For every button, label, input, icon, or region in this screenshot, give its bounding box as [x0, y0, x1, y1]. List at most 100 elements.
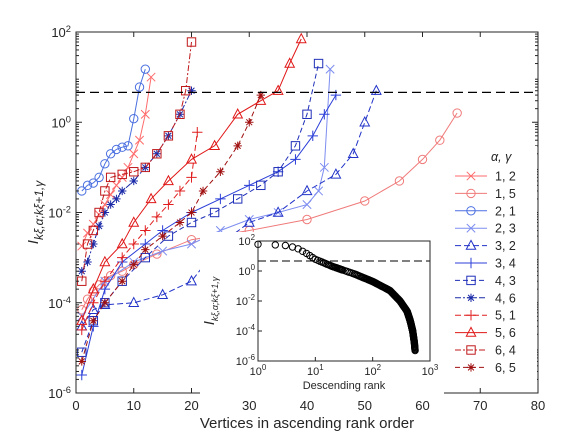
data-point	[186, 172, 197, 183]
data-point	[284, 57, 296, 68]
x-tick-label: 10	[127, 398, 141, 413]
data-point	[209, 207, 220, 218]
legend-entry: 5, 6	[455, 326, 516, 340]
data-point	[129, 260, 138, 269]
data-point	[163, 131, 174, 141]
x-axis-title: Vertices in ascending rank order	[200, 415, 414, 432]
data-point	[186, 217, 197, 228]
data-point	[106, 200, 115, 209]
data-point	[129, 167, 139, 177]
data-point	[94, 172, 104, 183]
data-point	[295, 32, 307, 44]
data-point	[151, 211, 163, 223]
data-point	[83, 257, 92, 267]
legend-marker	[465, 257, 477, 269]
series-6-4	[77, 37, 197, 286]
legend-marker	[465, 239, 477, 250]
data-point	[145, 192, 157, 204]
data-point	[319, 162, 329, 172]
inset-y-tick-label: 10-4	[236, 323, 256, 338]
data-point	[77, 267, 86, 276]
legend-entry: 1, 5	[455, 187, 516, 201]
data-point	[105, 172, 116, 183]
legend: α, γ 1, 2 1, 5 2, 1 2, 3 3, 2 3, 4 4, 3 4, 6 5, 1…	[453, 146, 537, 384]
legend-entry: 4, 6	[455, 291, 516, 305]
data-point	[272, 206, 284, 217]
data-point	[88, 225, 99, 236]
data-point	[100, 298, 110, 307]
legend-marker	[466, 293, 476, 302]
inset-data-point	[271, 241, 279, 249]
legend-marker	[466, 171, 476, 181]
data-point	[158, 231, 167, 241]
legend-entry: 2, 1	[455, 204, 516, 218]
data-point	[157, 288, 169, 300]
data-point	[359, 115, 371, 127]
data-point	[88, 178, 99, 188]
data-point	[313, 186, 324, 196]
data-point	[112, 194, 121, 204]
series-5-1	[76, 127, 203, 336]
data-point	[99, 298, 111, 310]
inset-x-tick-label: 101	[307, 363, 324, 378]
data-point	[162, 174, 174, 186]
x-tick-label: 0	[72, 398, 79, 413]
legend-label: 2, 3	[495, 222, 516, 236]
data-point	[116, 237, 128, 249]
data-point	[215, 193, 226, 205]
legend-label: 4, 3	[495, 274, 516, 288]
data-point	[100, 159, 110, 169]
data-point	[187, 86, 196, 95]
data-point	[77, 357, 86, 366]
data-point	[347, 147, 359, 158]
data-point	[158, 246, 168, 256]
series-6-5	[77, 90, 265, 366]
data-point	[307, 130, 318, 142]
data-point	[330, 89, 342, 101]
legend-marker	[466, 206, 476, 216]
data-point	[417, 154, 428, 165]
data-point	[77, 241, 87, 251]
data-point	[192, 127, 203, 138]
data-point	[325, 64, 335, 74]
x-tick-label: 50	[358, 398, 372, 413]
data-point	[452, 108, 462, 118]
legend-entry: 4, 3	[455, 274, 516, 288]
data-point	[76, 314, 88, 325]
legend-marker	[466, 188, 476, 199]
main-plot: 0 10 20 30 40 50 60 70 80 10-6 10-4 10-2 100 102 Verti…	[25, 24, 545, 432]
data-point	[117, 252, 128, 263]
legend-marker	[465, 326, 477, 337]
inset-data-point	[411, 346, 419, 355]
legend-entry: 5, 1	[455, 309, 516, 323]
legend-entry: 6, 4	[455, 344, 516, 358]
data-point	[82, 180, 93, 191]
data-point	[76, 369, 87, 381]
x-tick-label: 40	[300, 398, 314, 413]
data-point	[94, 221, 104, 231]
inset-x-axis-title: Descending rank	[303, 380, 386, 392]
data-point	[82, 239, 93, 249]
legend-title: α, γ	[491, 150, 512, 164]
data-point	[111, 144, 122, 155]
x-tick-label: 80	[531, 398, 545, 413]
data-point	[140, 64, 151, 74]
data-point	[198, 186, 208, 196]
data-point	[99, 255, 111, 267]
legend-entry: 3, 2	[455, 239, 516, 253]
data-point	[140, 225, 151, 236]
inset-points	[254, 240, 419, 355]
data-point	[233, 141, 242, 151]
data-point	[302, 200, 312, 210]
data-point	[185, 274, 198, 286]
legend-label: 5, 1	[495, 309, 516, 323]
inset-data-point	[281, 241, 290, 250]
data-point	[117, 172, 127, 182]
data-point	[89, 239, 98, 249]
series-line	[81, 94, 262, 362]
y-axis-title: Ikξ,α;kξ+1,γ	[25, 180, 46, 244]
data-point	[128, 216, 140, 227]
data-point	[82, 228, 93, 238]
legend-entry: 3, 4	[455, 257, 516, 271]
